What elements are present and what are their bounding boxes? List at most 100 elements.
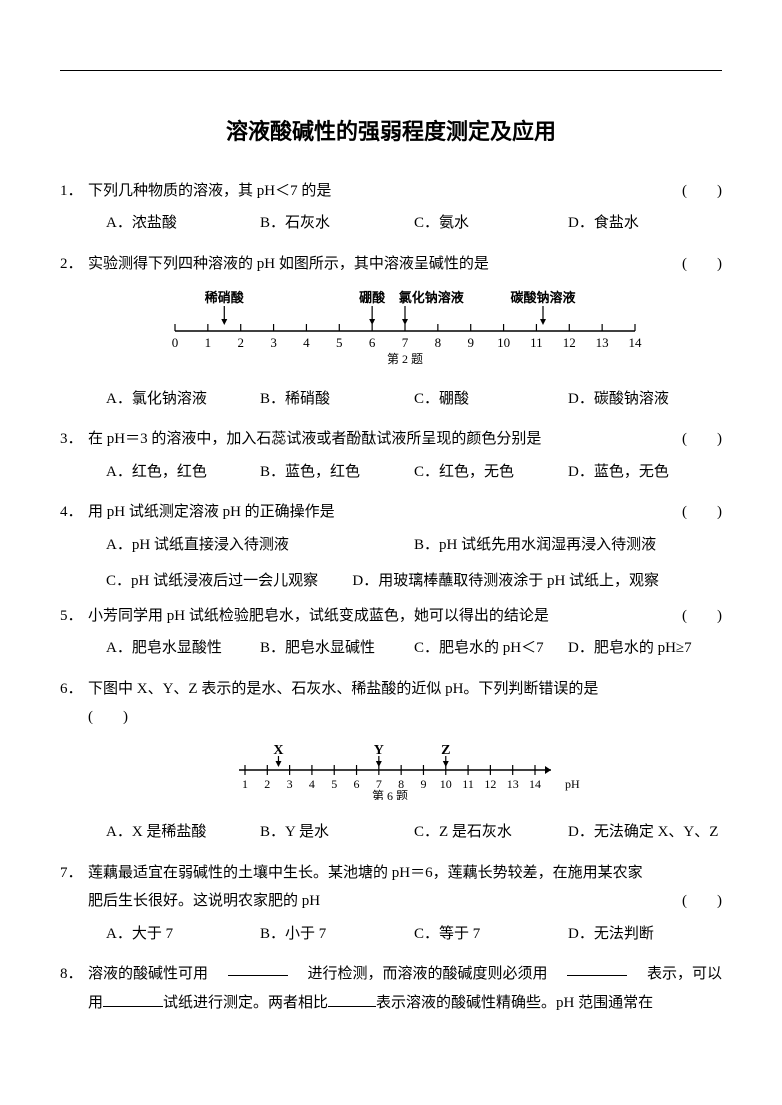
q8-l2b: 试纸进行测定。两者相比 [163,995,328,1011]
q5-stem-row: 小芳同学用 pH 试纸检验肥皂水，试纸变成蓝色，她可以得出的结论是 ( ) [88,602,722,631]
question-1: 1． 下列几种物质的溶液，其 pH＜7 的是 ( ) A．浓盐酸 B．石灰水 C… [60,177,722,244]
q8-blank2 [567,960,627,976]
q5-paren: ( ) [672,602,722,631]
svg-text:13: 13 [507,777,519,791]
q4-stem: 用 pH 试纸测定溶液 pH 的正确操作是 [88,498,672,527]
question-3: 3． 在 pH＝3 的溶液中，加入石蕊试液或者酚酞试液所呈现的颜色分别是 ( )… [60,425,722,492]
q6-options: A．X 是稀盐酸 B．Y 是水 C．Z 是石灰水 D．无法确定 X、Y、Z [106,818,722,847]
svg-text:pH: pH [565,777,580,791]
svg-text:2: 2 [264,777,270,791]
q8-blank1 [228,960,288,976]
top-rule [60,70,722,71]
q7-opt-d: D．无法判断 [568,920,722,949]
q8-l1c: 表示，可以 [647,960,722,989]
q3-opt-b: B．蓝色，红色 [260,458,414,487]
svg-text:0: 0 [172,335,179,350]
q4-stem-row: 用 pH 试纸测定溶液 pH 的正确操作是 ( ) [88,498,722,527]
doc-title: 溶液酸碱性的强弱程度测定及应用 [60,111,722,153]
q1-stem: 下列几种物质的溶液，其 pH＜7 的是 [88,177,672,206]
svg-text:10: 10 [440,777,452,791]
q1-options: A．浓盐酸 B．石灰水 C．氨水 D．食盐水 [106,209,722,238]
q8-l2c: 表示溶液的酸碱性精确些。pH 范围通常在 [376,995,653,1011]
q6-opt-c: C．Z 是石灰水 [414,818,568,847]
question-6: 6． 下图中 X、Y、Z 表示的是水、石灰水、稀盐酸的近似 pH。下列判断错误的… [60,675,722,853]
q1-num: 1． [60,177,88,244]
q6-paren: ( ) [88,703,722,732]
q1-stem-row: 下列几种物质的溶液，其 pH＜7 的是 ( ) [88,177,722,206]
q5-options: A．肥皂水显酸性 B．肥皂水显碱性 C．肥皂水的 pH＜7 D．肥皂水的 pH≥… [106,634,722,663]
svg-text:5: 5 [336,335,343,350]
q1-paren: ( ) [672,177,722,206]
q2-body: 实验测得下列四种溶液的 pH 如图所示，其中溶液呈碱性的是 ( ) 012345… [88,250,722,420]
q2-paren: ( ) [672,250,722,279]
svg-text:5: 5 [331,777,337,791]
svg-text:X: X [273,743,283,758]
svg-text:第 2 题: 第 2 题 [387,352,423,366]
svg-text:碳酸钠溶液: 碳酸钠溶液 [510,290,575,305]
q6-stem: 下图中 X、Y、Z 表示的是水、石灰水、稀盐酸的近似 pH。下列判断错误的是 [88,675,722,704]
q5-stem: 小芳同学用 pH 试纸检验肥皂水，试纸变成蓝色，她可以得出的结论是 [88,602,672,631]
q8-num: 8． [60,960,88,1017]
svg-text:4: 4 [309,777,315,791]
q6-opt-a: A．X 是稀盐酸 [106,818,260,847]
svg-text:6: 6 [369,335,376,350]
q2-stem-row: 实验测得下列四种溶液的 pH 如图所示，其中溶液呈碱性的是 ( ) [88,250,722,279]
q1-opt-b: B．石灰水 [260,209,414,238]
svg-text:稀硝酸: 稀硝酸 [205,290,245,305]
svg-text:13: 13 [596,335,609,350]
q4-opt-d: D．用玻璃棒蘸取待测液涂于 pH 试纸上，观察 [352,567,722,596]
q1-opt-a: A．浓盐酸 [106,209,260,238]
q1-opt-c: C．氨水 [414,209,568,238]
q3-opt-d: D．蓝色，无色 [568,458,722,487]
svg-text:Y: Y [374,743,384,758]
q4-body: 用 pH 试纸测定溶液 pH 的正确操作是 ( ) A．pH 试纸直接浸入待测液… [88,498,722,596]
q3-opt-c: C．红色，无色 [414,458,568,487]
q7-num: 7． [60,859,88,955]
svg-text:10: 10 [497,335,510,350]
q8-line1: 溶液的酸碱性可用 进行检测，而溶液的酸碱度则必须用 表示，可以 [88,960,722,989]
q7-opt-c: C．等于 7 [414,920,568,949]
svg-text:7: 7 [402,335,409,350]
q2-opt-b: B．稀硝酸 [260,385,414,414]
q2-options: A．氯化钠溶液 B．稀硝酸 C．硼酸 D．碳酸钠溶液 [106,385,722,414]
q2-stem: 实验测得下列四种溶液的 pH 如图所示，其中溶液呈碱性的是 [88,250,672,279]
q5-opt-d: D．肥皂水的 pH≥7 [568,634,722,663]
q3-paren: ( ) [672,425,722,454]
q7-stem-row2: 肥后生长很好。这说明农家肥的 pH ( ) [88,887,722,916]
q4-options-row1: A．pH 试纸直接浸入待测液 B．pH 试纸先用水润湿再浸入待测液 [106,531,722,562]
q2-opt-d: D．碳酸钠溶液 [568,385,722,414]
question-4: 4． 用 pH 试纸测定溶液 pH 的正确操作是 ( ) A．pH 试纸直接浸入… [60,498,722,596]
q8-body: 溶液的酸碱性可用 进行检测，而溶液的酸碱度则必须用 表示，可以 用 试纸进行测定。… [88,960,722,1017]
svg-text:9: 9 [420,777,426,791]
q8-l1b: 进行检测，而溶液的酸碱度则必须用 [307,960,547,989]
q3-stem-row: 在 pH＝3 的溶液中，加入石蕊试液或者酚酞试液所呈现的颜色分别是 ( ) [88,425,722,454]
svg-text:2: 2 [237,335,244,350]
q5-num: 5． [60,602,88,669]
svg-text:12: 12 [563,335,576,350]
question-2: 2． 实验测得下列四种溶液的 pH 如图所示，其中溶液呈碱性的是 ( ) 012… [60,250,722,420]
q8-line2: 用 试纸进行测定。两者相比 表示溶液的酸碱性精确些。pH 范围通常在 [88,989,722,1018]
svg-text:3: 3 [287,777,293,791]
page: 溶液酸碱性的强弱程度测定及应用 1． 下列几种物质的溶液，其 pH＜7 的是 (… [0,0,782,1105]
svg-text:1: 1 [242,777,248,791]
q6-opt-d: D．无法确定 X、Y、Z [568,818,722,847]
q4-opt-c: C．pH 试纸浸液后过一会儿观察 [106,567,352,596]
q2-num: 2． [60,250,88,420]
q6-figure: 1234567891011121314XYZpH第 6 题 [88,740,722,811]
q4-num: 4． [60,498,88,596]
q6-ph-scale: 1234567891011121314XYZpH第 6 题 [225,740,585,800]
q2-ph-scale: 01234567891011121314稀硝酸硼酸氯化钠溶液碳酸钠溶液第 2 题 [155,286,655,366]
q8-blank3 [103,991,163,1007]
svg-text:3: 3 [270,335,277,350]
q8-l2a: 用 [88,995,103,1011]
svg-text:8: 8 [435,335,442,350]
q3-body: 在 pH＝3 的溶液中，加入石蕊试液或者酚酞试液所呈现的颜色分别是 ( ) A．… [88,425,722,492]
q5-opt-c: C．肥皂水的 pH＜7 [414,634,568,663]
q3-stem: 在 pH＝3 的溶液中，加入石蕊试液或者酚酞试液所呈现的颜色分别是 [88,425,672,454]
question-7: 7． 莲藕最适宜在弱碱性的土壤中生长。某池塘的 pH＝6，莲藕长势较差，在施用某… [60,859,722,955]
q3-opt-a: A．红色，红色 [106,458,260,487]
q6-num: 6． [60,675,88,853]
svg-text:1: 1 [205,335,212,350]
q8-blank4 [328,991,376,1007]
q2-figure: 01234567891011121314稀硝酸硼酸氯化钠溶液碳酸钠溶液第 2 题 [88,286,722,377]
